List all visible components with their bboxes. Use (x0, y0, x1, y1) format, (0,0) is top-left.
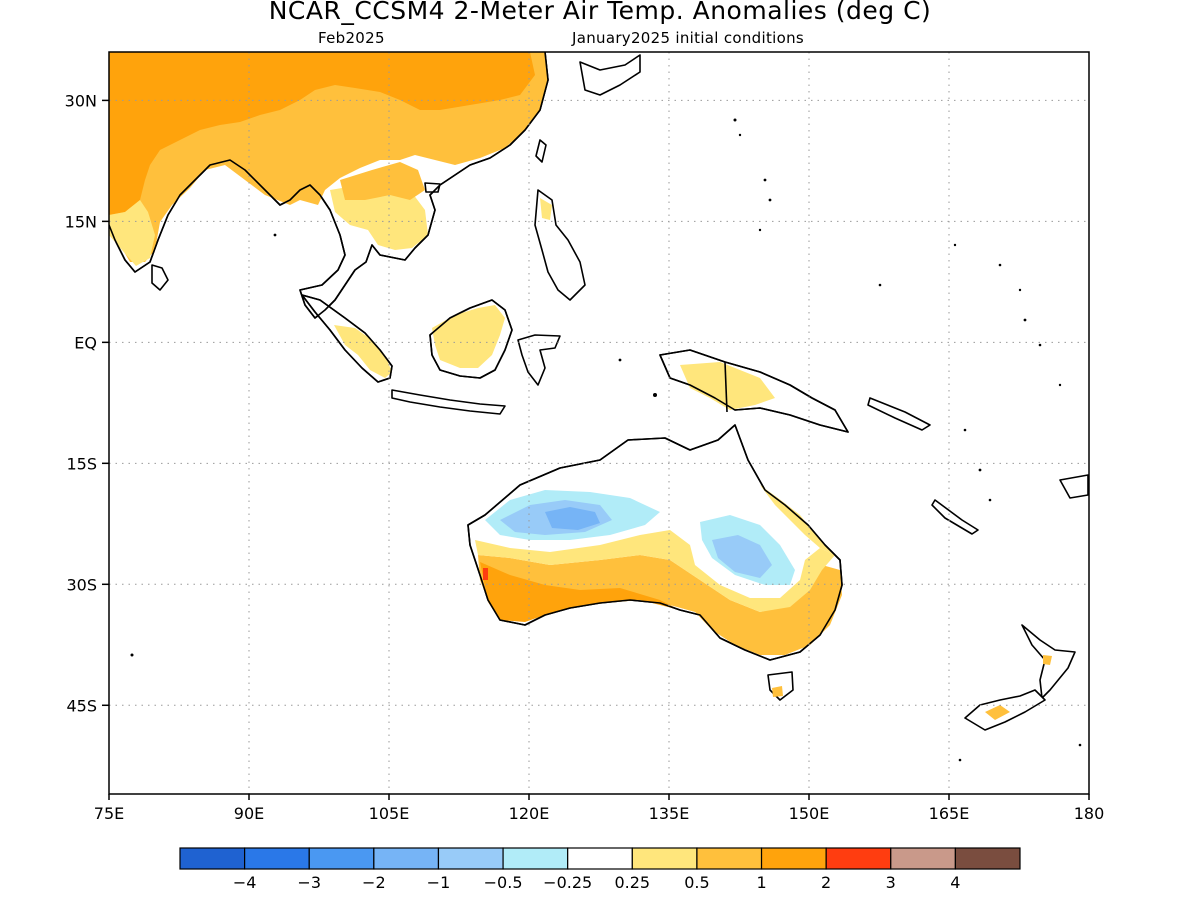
philippines-0.25 (540, 198, 552, 220)
map-content (109, 52, 1089, 762)
colorbar-swatch (825, 847, 892, 870)
colorbar-label: 0.25 (614, 873, 650, 892)
lon-tick-label: 165E (929, 804, 970, 823)
aus-negative-1-west (545, 507, 600, 530)
colorbar-swatch (308, 847, 375, 870)
colorbar-swatch (502, 847, 569, 870)
colorbar-label: 2 (821, 873, 831, 892)
colorbar-swatch (760, 847, 827, 870)
lat-tick-label: 45S (66, 696, 97, 715)
colorbar-swatch (437, 847, 504, 870)
lon-tick-label: 135E (649, 804, 690, 823)
asia-anomaly-shading (109, 52, 775, 410)
colorbar-swatch (696, 847, 763, 870)
tasmania-0.5 (772, 686, 783, 697)
fiji (1059, 474, 1089, 499)
colorbar-label: 4 (950, 873, 960, 892)
western-aus-2 (483, 568, 488, 580)
colorbar-swatch (179, 847, 246, 870)
lon-tick-label: 75E (94, 804, 124, 823)
aus-negative-0.5-east (712, 535, 772, 578)
lat-tick-label: EQ (74, 333, 97, 352)
lon-tick-label: 150E (789, 804, 830, 823)
colorbar-swatch (244, 847, 310, 870)
lat-tick-label: 30N (65, 91, 97, 110)
java (391, 389, 506, 415)
colorbar-label: 3 (886, 873, 896, 892)
aus-positive-1-west (480, 562, 680, 622)
colorbar-swatch (631, 847, 698, 870)
colorbar-swatch (373, 847, 440, 870)
colorbar-label: 0.5 (684, 873, 709, 892)
japan (579, 54, 641, 96)
lat-tick-label: 30S (66, 575, 97, 594)
new-zealand-north-0.5 (1043, 655, 1052, 665)
colorbar-label: −4 (233, 873, 257, 892)
new-guinea-0.25 (680, 362, 775, 410)
solomon-islands (867, 397, 931, 431)
lon-tick-label: 120E (509, 804, 550, 823)
longitude-axis: 75E 90E 105E 120E 135E 150E 165E 180 (94, 794, 1105, 823)
australia-anomaly-shading (475, 485, 1052, 720)
lon-tick-label: 180 (1074, 804, 1105, 823)
asia-positive-1 (109, 52, 535, 215)
map-title: NCAR_CCSM4 2-Meter Air Temp. Anomalies (… (268, 0, 932, 25)
sumatra-0.25 (334, 325, 392, 378)
colorbar-label: −3 (297, 873, 321, 892)
asia-lowlat-0.5b (340, 162, 425, 200)
map-gridlines (109, 52, 1089, 794)
lon-tick-label: 105E (369, 804, 410, 823)
colorbar-label: −2 (362, 873, 386, 892)
colorbar-label: −1 (427, 873, 451, 892)
colorbar: −4 −3 −2 −1 −0.5 −0.25 0.25 0.5 1 2 3 4 (179, 847, 1021, 892)
aus-east-0.25 (760, 485, 835, 555)
sri-lanka (151, 264, 169, 291)
aus-positive-0.25-band (475, 530, 835, 612)
small-islands (130, 118, 1082, 762)
coastline-overlay (109, 52, 849, 661)
latitude-axis: 30N 15N EQ 15S 30S 45S (65, 91, 109, 715)
valid-month-label: Feb2025 (318, 29, 385, 47)
colorbar-swatch (567, 847, 633, 870)
map-frame (108, 51, 1090, 795)
colorbar-swatch (954, 847, 1021, 870)
indonesia-0.25 (432, 305, 505, 368)
lon-tick-label: 90E (234, 804, 264, 823)
colorbar-label: −0.5 (484, 873, 523, 892)
taiwan (535, 139, 547, 163)
colorbar-label: 1 (756, 873, 766, 892)
new-zealand-0.5 (985, 705, 1010, 720)
init-conditions-label: January2025 initial conditions (572, 29, 804, 47)
lat-tick-label: 15S (66, 454, 97, 473)
asia-positive-0.25-south (109, 200, 155, 266)
lat-tick-label: 15N (65, 212, 97, 231)
sulawesi (517, 334, 561, 386)
new-caledonia (931, 499, 979, 535)
colorbar-swatch (890, 847, 956, 870)
colorbar-label: −0.25 (543, 873, 592, 892)
aus-positive-0.5-south (478, 555, 842, 655)
